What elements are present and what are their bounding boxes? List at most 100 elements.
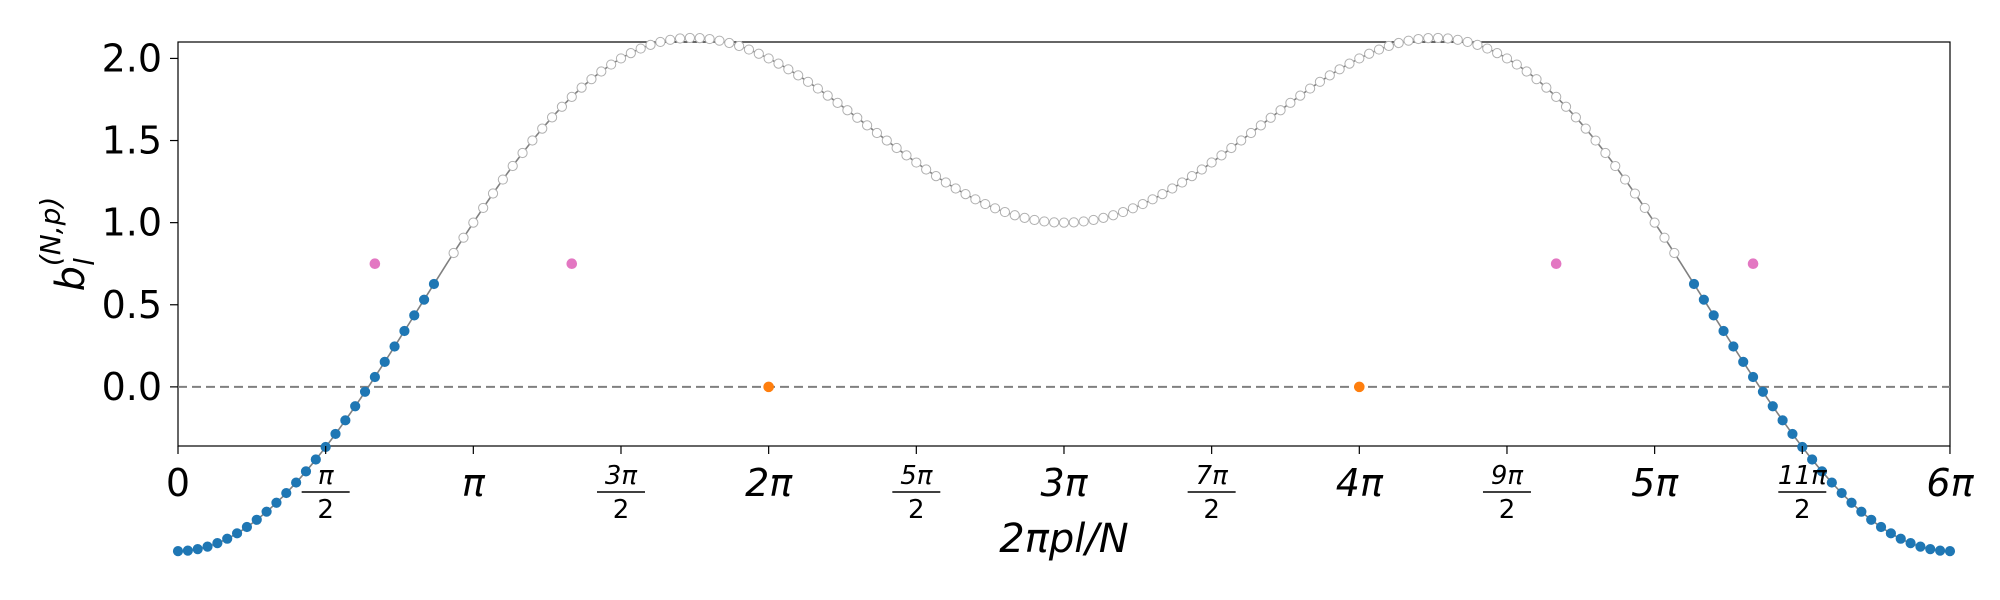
highlight-point [763,381,774,393]
data-point-open [1206,157,1217,168]
data-point-filled [330,428,341,440]
data-point-open [1501,53,1513,64]
data-point-filled [1708,310,1719,321]
data-point-open [1423,33,1434,44]
data-point-open [566,91,577,102]
data-point-filled [1767,401,1778,412]
highlight-point [1550,258,1562,270]
data-point-open [1560,101,1572,112]
data-point-filled [310,454,321,465]
data-point-filled [212,538,223,549]
data-point-filled [1777,415,1788,426]
data-point-open [1068,217,1079,228]
data-point-open [458,232,469,243]
data-point-open [930,171,942,182]
x-tick-denominator: 2 [908,495,925,525]
x-tick-denominator: 2 [613,495,630,525]
x-tick-denominator: 2 [1794,495,1811,525]
data-point-open [497,174,508,185]
data-point-open [606,59,617,70]
data-point-filled [1738,356,1749,367]
data-point-filled [1935,545,1946,556]
highlight-layer [369,258,1759,393]
data-point-open [1275,105,1286,116]
data-point-open [1078,216,1089,227]
y-axis-label-sup: (N,p) [34,197,67,266]
data-point-open [1245,127,1257,139]
data-point-open [1669,247,1680,259]
data-point-open [1590,135,1601,146]
data-point-open [1600,147,1611,159]
data-point-filled [1915,541,1926,552]
data-point-open [999,206,1011,218]
data-point-open [655,36,666,48]
data-point-open [704,33,715,45]
data-point-filled [1875,521,1887,533]
data-point-open [822,90,833,101]
data-point-open [891,142,902,154]
data-point-open [881,135,892,146]
data-point-open [1324,70,1335,81]
x-tick-denominator: 2 [1499,495,1516,525]
data-point-filled [409,310,420,321]
y-axis-label-base: b [48,266,94,291]
data-point-open [1659,232,1670,243]
data-point-open [694,33,705,44]
data-point-open [1610,160,1621,172]
data-point-open [1521,66,1532,77]
data-point-open [1226,142,1237,154]
data-point-open [1019,212,1030,223]
data-point-open [1265,112,1276,123]
x-tick-numerator: 7π [1196,461,1229,491]
marker-layer [172,32,1956,557]
data-point-filled [1718,325,1729,337]
data-point-open [724,37,735,49]
data-point-open [1383,40,1394,52]
data-point-filled [340,415,351,426]
x-tick-numerator: 9π [1491,461,1524,491]
data-point-open [586,74,597,85]
data-point-open [487,188,499,199]
data-point-open [1137,198,1148,210]
data-point-open [743,44,755,55]
data-point-open [1413,33,1424,45]
data-point-open [1570,112,1581,123]
data-point-open [448,247,459,259]
data-point-open [1098,212,1109,223]
x-tick-numerator: π [318,461,334,491]
data-point-filled [300,466,312,477]
x-tick-label: 4π [1336,461,1384,505]
data-point-filled [1925,544,1936,555]
data-point-open [517,147,528,159]
x-tick-label: 3π [1040,461,1088,505]
data-point-open [1304,83,1316,94]
data-point-filled [1866,514,1877,525]
data-point-filled [1944,546,1956,557]
data-point-filled [1698,294,1709,305]
data-point-open [1482,43,1493,54]
data-point-open [1196,164,1207,175]
data-point-filled [251,514,262,525]
y-axis-label: bl(N,p) [34,197,101,292]
x-tick-fraction: 7π2 [1187,461,1236,525]
data-point-open [1049,217,1060,228]
data-point-filled [1757,386,1769,397]
data-point-filled [389,341,400,352]
x-tick-denominator: 2 [317,495,334,525]
highlight-point [369,258,381,270]
data-point-open [596,66,607,77]
data-point-filled [1807,454,1818,465]
data-point-open [852,112,863,123]
data-point-open [1452,34,1463,45]
data-point-open [1580,123,1591,134]
data-point-filled [1728,341,1739,352]
data-point-filled [1816,466,1828,477]
data-point-open [527,135,538,146]
data-point-open [960,189,971,200]
data-point-filled [379,356,390,367]
data-point-filled [261,506,272,517]
data-point-open [1088,214,1099,226]
data-point-open [1511,59,1522,70]
data-point-filled [428,278,440,290]
